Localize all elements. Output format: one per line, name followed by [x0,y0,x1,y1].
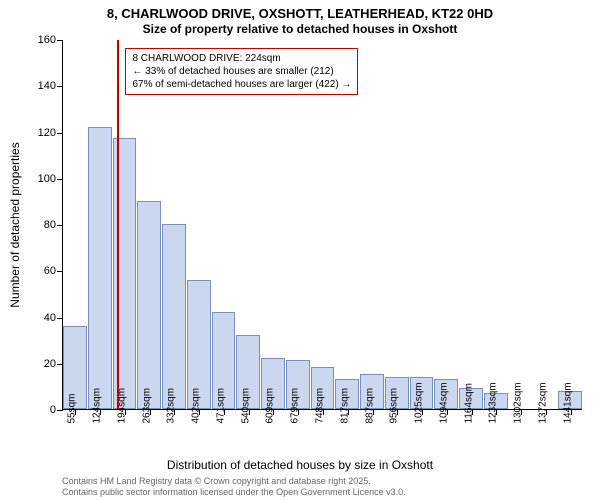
x-tick-label: 679sqm [290,388,301,424]
y-tick [57,133,63,134]
annotation-line1: 8 CHARLWOOD DRIVE: 224sqm [132,52,351,65]
chart-container: 8, CHARLWOOD DRIVE, OXSHOTT, LEATHERHEAD… [0,0,600,500]
annotation-line3: 67% of semi-detached houses are larger (… [132,78,351,91]
x-tick-label: 1302sqm [513,382,524,423]
x-tick-label: 1094sqm [438,382,449,423]
y-tick-label: 160 [26,34,56,46]
histogram-bar [137,201,161,409]
y-tick-label: 40 [26,312,56,324]
x-tick-label: 402sqm [191,388,202,424]
x-tick-label: 748sqm [315,388,326,424]
x-tick-label: 124sqm [92,388,103,424]
y-tick-label: 0 [26,404,56,416]
x-tick-label: 471sqm [215,388,226,424]
y-tick-label: 80 [26,219,56,231]
x-tick-label: 1164sqm [463,383,474,423]
y-tick-label: 100 [26,173,56,185]
x-tick-label: 887sqm [364,388,375,424]
histogram-bar [113,138,137,409]
x-tick-label: 1025sqm [414,382,425,423]
y-tick [57,318,63,319]
x-tick-label: 817sqm [339,388,350,424]
x-tick-label: 956sqm [389,388,400,424]
y-tick [57,225,63,226]
annotation-box: 8 CHARLWOOD DRIVE: 224sqm← 33% of detach… [125,48,358,95]
property-marker-line [117,40,119,409]
x-tick-label: 1233sqm [488,382,499,423]
x-tick-label: 1441sqm [562,382,573,423]
y-tick-label: 20 [26,358,56,370]
plot-area: 02040608010012014016055sqm124sqm194sqm26… [62,40,582,410]
footer-line1: Contains HM Land Registry data © Crown c… [62,476,406,487]
x-tick-label: 55sqm [67,393,78,423]
x-axis-label: Distribution of detached houses by size … [0,458,600,472]
y-tick-label: 120 [26,127,56,139]
x-tick-label: 332sqm [166,388,177,424]
y-tick [57,410,63,411]
y-axis-label: Number of detached properties [8,142,22,307]
footer-attribution: Contains HM Land Registry data © Crown c… [62,476,406,498]
histogram-bar [88,127,112,409]
y-tick-label: 60 [26,265,56,277]
y-tick [57,179,63,180]
x-tick-label: 540sqm [240,388,251,424]
x-tick-label: 1372sqm [537,382,548,423]
x-tick-label: 609sqm [265,388,276,424]
histogram-bar [162,224,186,409]
x-tick-label: 263sqm [141,388,152,424]
chart-title-sub: Size of property relative to detached ho… [0,22,600,36]
y-tick [57,271,63,272]
annotation-line2: ← 33% of detached houses are smaller (21… [132,65,351,78]
footer-line2: Contains public sector information licen… [62,487,406,498]
chart-title-main: 8, CHARLWOOD DRIVE, OXSHOTT, LEATHERHEAD… [0,6,600,21]
y-tick [57,40,63,41]
y-tick [57,86,63,87]
y-tick-label: 140 [26,80,56,92]
